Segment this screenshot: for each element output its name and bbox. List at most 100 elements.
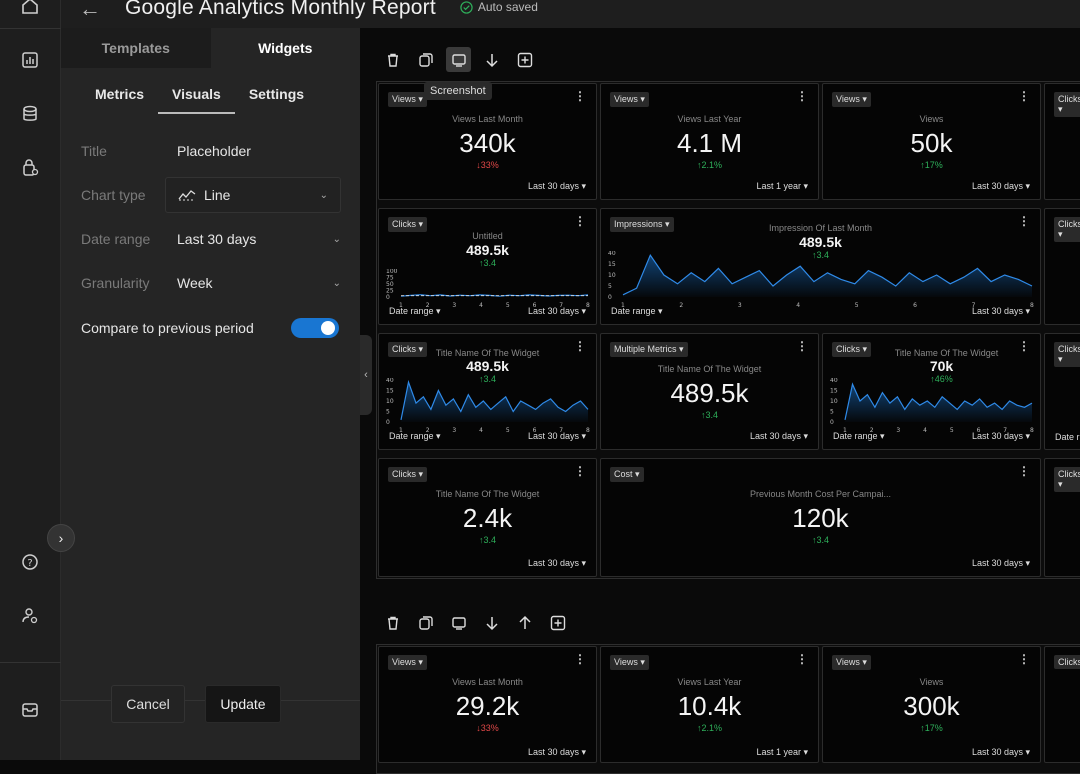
metric-pill[interactable]: Clicks ▾ [388, 342, 428, 357]
widget-card-views[interactable]: Views ▾ ⋮ Views 50k ↑17% Last 30 days ▾ [822, 83, 1041, 200]
granularity-select[interactable]: Week ⌄ [177, 275, 341, 291]
duplicate-icon[interactable] [413, 610, 438, 635]
widget-card-clicks-area[interactable]: Clicks ▾ ⋮ Title Name Of The Widget 489.… [378, 333, 597, 450]
database-icon[interactable] [18, 102, 42, 126]
chart-type-select[interactable]: Line ⌄ [165, 177, 341, 213]
metric-pill[interactable]: Clicks ▾ [1054, 342, 1080, 367]
widget-card-clicks-70k[interactable]: Clicks ▾ ⋮ Title Name Of The Widget 70k … [822, 333, 1041, 450]
date-range-dropdown[interactable]: Date range ▾ [389, 431, 441, 441]
more-options-icon[interactable]: ⋮ [574, 214, 586, 228]
duplicate-icon[interactable] [413, 47, 438, 72]
home-icon[interactable] [18, 0, 42, 18]
screenshot-icon[interactable] [446, 610, 471, 635]
title-input[interactable]: Placeholder [177, 143, 251, 159]
widget-card-views-last-month-2[interactable]: Views ▾ ⋮ Views Last Month 29.2k ↓33% La… [378, 646, 597, 763]
widget-card-views-2[interactable]: Views ▾ ⋮ Views 300k ↑17% Last 30 days ▾ [822, 646, 1041, 763]
add-widget-icon[interactable] [512, 47, 537, 72]
compare-toggle[interactable] [291, 318, 339, 338]
more-options-icon[interactable]: ⋮ [1018, 464, 1030, 478]
date-range-dropdown[interactable]: Date range ▾ [389, 306, 441, 316]
range-dropdown[interactable]: Last 30 days ▾ [971, 306, 1030, 316]
metric-pill[interactable]: Clicks [1054, 655, 1080, 669]
range-dropdown[interactable]: Last 30 days ▾ [527, 558, 586, 568]
widget-card-untitled-line[interactable]: Clicks ▾ ⋮ Untitled 489.5k ↑3.4 100 75 50 2… [378, 208, 597, 325]
range-dropdown[interactable]: Last 30 days ▾ [971, 747, 1030, 757]
widget-card-cost[interactable]: Cost ▾ ⋮ Previous Month Cost Per Campai.… [600, 458, 1041, 577]
range-dropdown[interactable]: Last 30 days ▾ [527, 181, 586, 191]
metric-pill[interactable]: Multiple Metrics ▾ [610, 342, 688, 357]
metric-pill[interactable]: Views ▾ [610, 655, 649, 670]
widget-card-clicks-partial[interactable]: Clicks ▾ [1044, 83, 1080, 200]
more-options-icon[interactable]: ⋮ [796, 89, 808, 103]
add-widget-icon[interactable] [545, 610, 570, 635]
trash-icon[interactable] [380, 610, 405, 635]
widget-card-clicks-partial[interactable]: Clicks ▾ [1044, 208, 1080, 325]
metric-pill[interactable]: Clicks ▾ [1054, 217, 1080, 242]
expand-rail-button[interactable]: › [47, 524, 75, 552]
date-range-dropdown[interactable]: Date r [1055, 432, 1080, 442]
metric-pill[interactable]: Views ▾ [832, 655, 871, 670]
widget-card-views-last-year[interactable]: Views ▾ ⋮ Views Last Year 4.1 M ↑2.1% La… [600, 83, 819, 200]
more-options-icon[interactable]: ⋮ [1018, 652, 1030, 666]
back-arrow-icon[interactable]: ← [79, 0, 101, 21]
metric-pill[interactable]: Views ▾ [388, 92, 427, 107]
metric-pill[interactable]: Views ▾ [832, 92, 871, 107]
collapse-panel-handle[interactable]: ‹ [360, 335, 372, 415]
range-dropdown[interactable]: Last 1 year ▾ [756, 747, 808, 757]
metric-pill[interactable]: Views ▾ [388, 655, 427, 670]
widget-card-clicks-2-4k[interactable]: Clicks ▾ ⋮ Title Name Of The Widget 2.4k… [378, 458, 597, 577]
widget-card-views-last-year-2[interactable]: Views ▾ ⋮ Views Last Year 10.4k ↑2.1% La… [600, 646, 819, 763]
range-dropdown[interactable]: Last 30 days ▾ [527, 431, 586, 441]
widget-card-clicks-partial[interactable]: Clicks ▾ [1044, 458, 1080, 577]
subtab-metrics[interactable]: Metrics [95, 86, 145, 102]
more-options-icon[interactable]: ⋮ [574, 89, 586, 103]
date-range-dropdown[interactable]: Date range ▾ [833, 431, 885, 441]
move-up-icon[interactable] [512, 610, 537, 635]
widget-card-impressions[interactable]: Impressions ▾ ⋮ Impression Of Last Month… [600, 208, 1041, 325]
more-options-icon[interactable]: ⋮ [1018, 89, 1030, 103]
widget-card-views-last-month[interactable]: Views ▾ ⋮ Views Last Month 340k ↓33% Las… [378, 83, 597, 200]
range-dropdown[interactable]: Last 30 days ▾ [971, 431, 1030, 441]
update-button[interactable]: Update [205, 685, 281, 723]
metric-pill[interactable]: Cost ▾ [610, 467, 644, 482]
metric-pill[interactable]: Clicks ▾ [1054, 92, 1080, 117]
tab-templates[interactable]: Templates [61, 28, 211, 68]
metric-pill[interactable]: Clicks ▾ [388, 217, 428, 232]
more-options-icon[interactable]: ⋮ [574, 464, 586, 478]
widget-card-clicks-partial[interactable]: Clicks [1044, 646, 1080, 763]
more-options-icon[interactable]: ⋮ [574, 339, 586, 353]
date-range-select[interactable]: Last 30 days ⌄ [177, 231, 341, 247]
tab-widgets[interactable]: Widgets [258, 40, 313, 56]
more-options-icon[interactable]: ⋮ [796, 652, 808, 666]
subtab-settings[interactable]: Settings [248, 86, 305, 102]
range-dropdown[interactable]: Last 30 days ▾ [749, 431, 808, 441]
user-settings-icon[interactable] [18, 156, 42, 180]
date-range-dropdown[interactable]: Date range ▾ [611, 306, 663, 316]
metric-pill[interactable]: Clicks ▾ [832, 342, 872, 357]
range-dropdown[interactable]: Last 30 days ▾ [527, 747, 586, 757]
help-icon[interactable]: ? [18, 550, 42, 574]
more-options-icon[interactable]: ⋮ [574, 652, 586, 666]
metric-pill[interactable]: Clicks ▾ [388, 467, 428, 482]
move-down-icon[interactable] [479, 47, 504, 72]
move-down-icon[interactable] [479, 610, 504, 635]
widget-card-multiple-metrics[interactable]: Multiple Metrics ▾ ⋮ Title Name Of The W… [600, 333, 819, 450]
metric-pill[interactable]: Views ▾ [610, 92, 649, 107]
more-options-icon[interactable]: ⋮ [1018, 339, 1030, 353]
account-settings-icon[interactable] [18, 604, 42, 628]
range-dropdown[interactable]: Last 30 days ▾ [971, 558, 1030, 568]
more-options-icon[interactable]: ⋮ [1018, 214, 1030, 228]
subtab-visuals[interactable]: Visuals [158, 80, 235, 114]
range-dropdown[interactable]: Last 30 days ▾ [971, 181, 1030, 191]
metric-pill[interactable]: Clicks ▾ [1054, 467, 1080, 492]
cancel-button[interactable]: Cancel [111, 685, 185, 723]
range-dropdown[interactable]: Last 30 days ▾ [527, 306, 586, 316]
inbox-icon[interactable] [18, 698, 42, 722]
metric-pill[interactable]: Impressions ▾ [610, 217, 674, 232]
range-dropdown[interactable]: Last 1 year ▾ [756, 181, 808, 191]
trash-icon[interactable] [380, 47, 405, 72]
widget-card-clicks-partial[interactable]: Clicks ▾ Date r [1044, 333, 1080, 450]
more-options-icon[interactable]: ⋮ [796, 339, 808, 353]
screenshot-icon[interactable] [446, 47, 471, 72]
report-icon[interactable] [18, 48, 42, 72]
